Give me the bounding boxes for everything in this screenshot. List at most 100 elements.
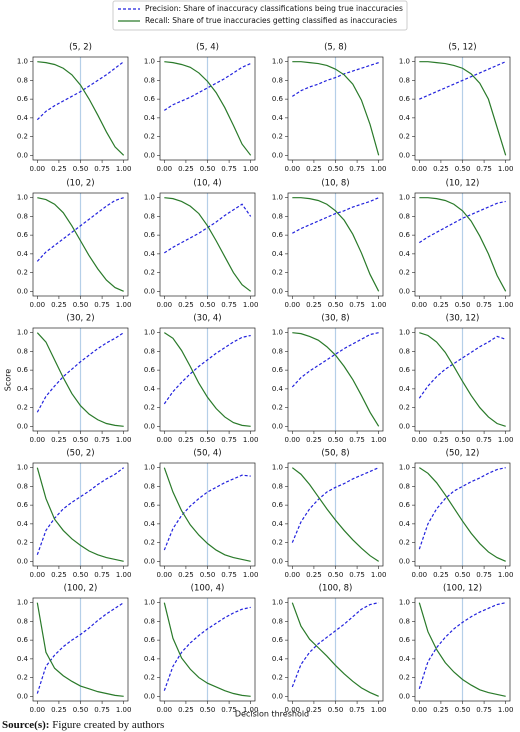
y-tick-label: 0.6 (17, 636, 29, 644)
x-tick-label: 1.00 (243, 571, 259, 579)
precision-line (292, 197, 379, 234)
precision-line (163, 334, 251, 405)
y-tick-label: 0.2 (399, 269, 410, 277)
x-tick-label: 0.75 (221, 165, 237, 173)
y-tick-label: 0.8 (272, 482, 283, 490)
x-tick-label: 0.50 (328, 436, 344, 444)
x-tick-label: 0.25 (306, 571, 322, 579)
recall-line (164, 61, 252, 156)
x-tick-label: 0.75 (476, 436, 492, 444)
y-tick-label: 0.6 (399, 366, 411, 374)
y-tick-label: 1.0 (144, 464, 155, 472)
x-tick-label: 0.00 (30, 165, 46, 173)
subplot-title: (50, 2) (66, 449, 94, 459)
y-tick-label: 0.2 (144, 133, 155, 141)
y-tick-label: 0.4 (272, 114, 284, 122)
subplot-title: (30, 12) (446, 314, 480, 324)
y-tick-label: 1.0 (144, 194, 155, 202)
subplot-title: (30, 8) (321, 314, 349, 324)
plot-frame (414, 462, 511, 567)
x-tick-label: 0.25 (51, 706, 67, 714)
x-tick-label: 0.00 (285, 301, 301, 309)
x-tick-label: 1.00 (498, 436, 514, 444)
source-text: Figure created by authors (52, 719, 164, 731)
plot-frame (32, 462, 129, 567)
y-tick-label: 0.6 (17, 501, 29, 509)
y-tick-label: 0.0 (399, 287, 410, 295)
y-tick-label: 1.0 (272, 194, 283, 202)
precision-line (419, 61, 506, 100)
y-tick-label: 0.8 (17, 347, 28, 355)
plot-frame (414, 56, 511, 161)
y-tick-label: 0.4 (399, 520, 411, 528)
x-tick-label: 1.00 (116, 571, 132, 579)
x-tick-label: 0.75 (221, 301, 237, 309)
y-tick-label: 0.2 (17, 133, 28, 141)
x-tick-label: 0.75 (349, 706, 365, 714)
x-tick-label: 1.00 (116, 436, 132, 444)
x-tick-label: 0.25 (433, 301, 449, 309)
x-tick-label: 0.00 (30, 436, 46, 444)
subplot-title: (10, 4) (193, 179, 221, 189)
plot-frame (414, 327, 511, 432)
y-tick-label: 1.0 (17, 464, 28, 472)
y-tick-label: 0.8 (399, 482, 410, 490)
y-tick-label: 0.6 (144, 501, 156, 509)
x-tick-label: 0.75 (349, 436, 365, 444)
y-tick-label: 0.6 (17, 231, 29, 239)
y-tick-label: 0.6 (272, 366, 284, 374)
x-tick-label: 1.00 (498, 301, 514, 309)
y-tick-label: 0.6 (144, 231, 156, 239)
recall-line (37, 197, 124, 292)
subplot-title: (5, 2) (69, 43, 92, 53)
x-tick-label: 0.50 (328, 706, 344, 714)
y-tick-label: 0.4 (17, 655, 29, 663)
y-tick-label: 0.8 (144, 76, 155, 84)
y-tick-label: 0.0 (144, 422, 155, 430)
y-tick-label: 0.4 (272, 655, 284, 663)
y-axis-label: Score (4, 369, 13, 391)
y-tick-label: 0.2 (17, 674, 28, 682)
plot-frame (159, 56, 256, 161)
subplot-title: (100, 4) (191, 584, 225, 594)
y-tick-label: 0.6 (399, 231, 411, 239)
subplot-title: (10, 8) (321, 179, 349, 189)
y-tick-label: 0.2 (272, 404, 283, 412)
y-tick-label: 0.6 (272, 231, 284, 239)
x-tick-label: 0.75 (221, 706, 237, 714)
x-tick-label: 1.00 (116, 706, 132, 714)
x-tick-label: 0.25 (306, 436, 322, 444)
x-tick-label: 0.50 (73, 301, 89, 309)
subplot-title: (10, 2) (66, 179, 94, 189)
x-tick-label: 0.25 (433, 706, 449, 714)
plot-frame (32, 597, 129, 702)
recall-line (36, 332, 124, 427)
recall-line (164, 197, 252, 292)
recall-line (292, 61, 380, 156)
y-tick-label: 0.8 (144, 212, 155, 220)
x-tick-label: 0.75 (476, 706, 492, 714)
y-tick-label: 0.8 (272, 347, 283, 355)
plot-frame (159, 462, 256, 567)
y-tick-label: 1.0 (399, 194, 410, 202)
x-tick-label: 0.75 (94, 165, 110, 173)
subplot-title: (30, 4) (193, 314, 221, 324)
x-tick-label: 1.00 (371, 436, 387, 444)
y-tick-label: 0.8 (399, 212, 410, 220)
y-tick-label: 0.4 (17, 250, 29, 258)
x-tick-label: 0.75 (221, 571, 237, 579)
subplot-title: (50, 8) (321, 449, 349, 459)
y-tick-label: 0.6 (272, 636, 284, 644)
x-tick-label: 0.25 (178, 706, 194, 714)
x-tick-label: 0.00 (412, 165, 428, 173)
y-tick-label: 0.0 (399, 557, 410, 565)
y-tick-label: 1.0 (144, 599, 155, 607)
x-tick-label: 0.50 (455, 301, 471, 309)
recall-line (419, 61, 507, 156)
subplot-title: (5, 12) (448, 43, 476, 53)
y-tick-label: 0.2 (144, 539, 155, 547)
x-tick-label: 0.75 (221, 436, 237, 444)
source-label: Source(s): (2, 719, 49, 731)
y-tick-label: 0.8 (17, 617, 28, 625)
x-tick-label: 1.00 (116, 301, 132, 309)
